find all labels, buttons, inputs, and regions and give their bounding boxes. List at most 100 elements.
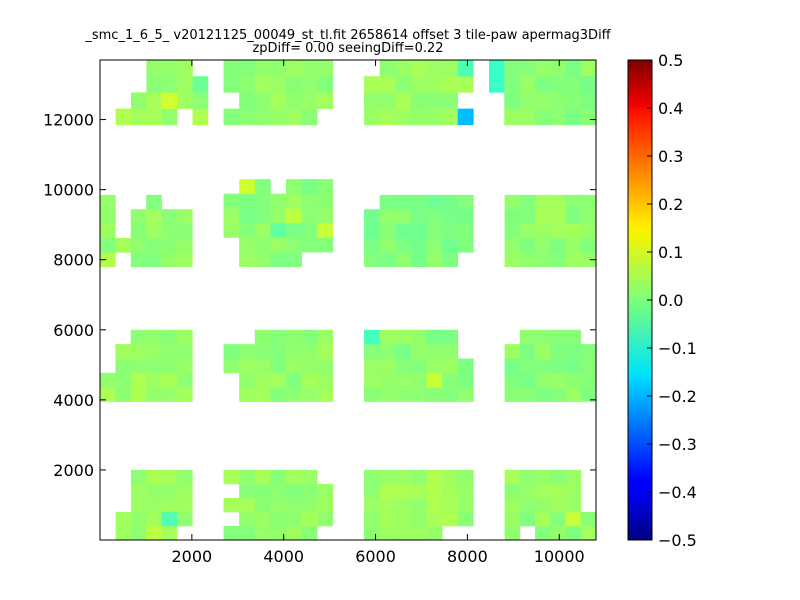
- heatmap-cell: [457, 108, 474, 126]
- heatmap-cell: [379, 76, 396, 93]
- heatmap-cell: [130, 329, 147, 345]
- heatmap-cell: [442, 329, 459, 345]
- heatmap-cell: [426, 329, 443, 345]
- heatmap-cell: [565, 209, 582, 224]
- heatmap-cell: [286, 208, 302, 224]
- heatmap-cell: [239, 193, 256, 209]
- heatmap-cell: [176, 252, 193, 268]
- heatmap-cell: [317, 329, 334, 345]
- heatmap-cell: [504, 194, 521, 210]
- heatmap-cell: [535, 497, 551, 513]
- heatmap-cell: [176, 469, 193, 485]
- heatmap-cell: [457, 469, 474, 485]
- heatmap-cell: [519, 358, 536, 374]
- heatmap-cell: [176, 358, 193, 374]
- heatmap-cell: [379, 237, 396, 253]
- heatmap-cell: [301, 76, 318, 93]
- heatmap-cell: [239, 525, 256, 541]
- heatmap-cell: [161, 76, 178, 93]
- heatmap-cell: [161, 252, 178, 268]
- heatmap-cell: [364, 483, 380, 499]
- heatmap-cell: [254, 483, 271, 499]
- heatmap-cell: [580, 92, 597, 109]
- heatmap-cell: [535, 344, 551, 359]
- heatmap-cell: [519, 237, 536, 253]
- heatmap-cell: [442, 194, 459, 210]
- heatmap-cell: [426, 387, 443, 402]
- heatmap-cell: [317, 387, 334, 402]
- heatmap-cell: [457, 483, 474, 499]
- x-tick-label: 2000: [171, 547, 212, 566]
- heatmap-cell: [239, 387, 256, 402]
- heatmap-cell: [176, 344, 193, 359]
- heatmap-cell: [379, 252, 396, 268]
- heatmap-cell: [176, 387, 193, 402]
- heatmap-cell: [395, 344, 412, 359]
- heatmap-cell: [177, 60, 193, 77]
- heatmap-cell: [442, 358, 459, 374]
- heatmap-cell: [550, 387, 566, 402]
- heatmap-cell: [364, 329, 380, 345]
- heatmap-cell: [286, 329, 302, 345]
- colorbar-tick-label: 0.4: [658, 99, 683, 118]
- heatmap-cell: [504, 511, 521, 527]
- heatmap-cell: [301, 469, 318, 485]
- x-tick-label: 8000: [447, 547, 488, 566]
- heatmap-cell: [364, 252, 380, 268]
- heatmap-cell: [177, 92, 193, 109]
- heatmap-cell: [100, 387, 116, 402]
- heatmap-cell: [550, 511, 566, 527]
- heatmap-cell: [410, 358, 427, 374]
- heatmap-cell: [504, 483, 521, 499]
- heatmap-cell: [457, 194, 474, 210]
- heatmap-cell: [254, 387, 271, 402]
- heatmap-cell: [286, 92, 302, 109]
- heatmap-cell: [270, 222, 287, 238]
- heatmap-cell: [146, 344, 162, 359]
- colorbar-tick-label: −0.5: [658, 531, 697, 550]
- colorbar-ticks: 0.5 0.4 0.3 0.2 0.1 0.0 −0.1 −0.2 −0.3 −0.4 −0.5: [647, 51, 697, 550]
- heatmap-cell: [504, 372, 521, 388]
- heatmap-cell: [115, 344, 132, 359]
- heatmap-cell: [317, 76, 334, 93]
- colorbar-tick-label: 0.3: [658, 147, 683, 166]
- heatmap-cell: [301, 344, 318, 359]
- heatmap-cell: [146, 237, 162, 253]
- heatmap-cell: [426, 344, 443, 359]
- heatmap-cell: [161, 525, 178, 541]
- heatmap-cell: [286, 372, 302, 388]
- heatmap-cell: [130, 511, 147, 527]
- heatmap-cell: [301, 237, 318, 253]
- heatmap-cell: [270, 108, 287, 126]
- heatmap-cell: [550, 483, 566, 499]
- heatmap-cell: [426, 483, 443, 499]
- y-tick-label: 10000: [43, 181, 94, 200]
- heatmap-cell: [379, 92, 396, 109]
- heatmap-cell: [504, 92, 520, 109]
- heatmap-cell: [442, 511, 459, 527]
- heatmap-cell: [317, 60, 334, 77]
- heatmap-cell: [301, 511, 318, 527]
- heatmap-cell: [426, 194, 443, 210]
- heatmap-cell: [364, 223, 380, 239]
- colorbar-tick-label: −0.2: [658, 387, 697, 406]
- heatmap-cell: [410, 387, 427, 402]
- heatmap-cell: [550, 60, 566, 77]
- heatmap-cell: [519, 76, 536, 93]
- heatmap-cell: [223, 76, 240, 93]
- heatmap-cell: [410, 497, 427, 513]
- colorbar-tick-label: −0.3: [658, 435, 697, 454]
- heatmap-cell: [410, 76, 427, 93]
- heatmap-cell: [565, 358, 582, 374]
- heatmap-cell: [239, 92, 256, 109]
- heatmap-cell: [565, 76, 582, 93]
- heatmap-cell: [270, 329, 287, 345]
- heatmap-cell: [270, 525, 287, 541]
- heatmap-cell: [130, 372, 147, 388]
- heatmap-cell: [519, 511, 536, 527]
- heatmap-cell: [504, 469, 521, 485]
- heatmap-cell: [519, 223, 536, 239]
- heatmap-cell: [100, 237, 116, 253]
- heatmap-cell: [161, 237, 178, 253]
